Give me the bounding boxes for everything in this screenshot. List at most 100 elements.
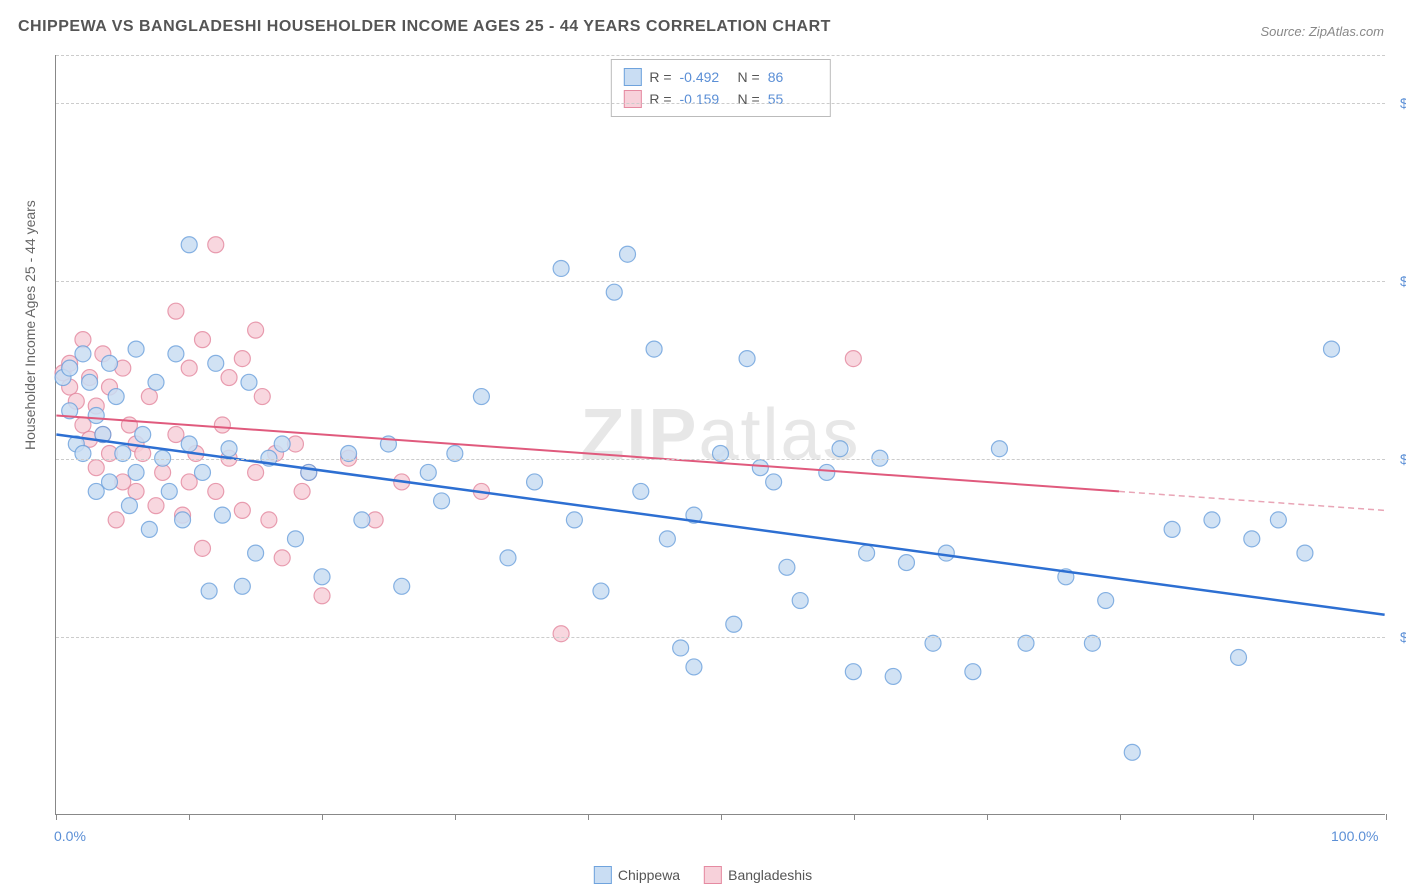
legend-item-bangladeshi: Bangladeshis	[704, 866, 812, 884]
data-point-bangladeshis	[234, 502, 250, 518]
data-point-bangladeshis	[234, 351, 250, 367]
data-point-bangladeshis	[845, 351, 861, 367]
data-point-bangladeshis	[108, 512, 124, 528]
legend-label-bangladeshi: Bangladeshis	[728, 867, 812, 883]
data-point-chippewa	[766, 474, 782, 490]
data-point-chippewa	[274, 436, 290, 452]
x-tick	[588, 814, 589, 820]
data-point-bangladeshis	[88, 460, 104, 476]
data-point-chippewa	[1098, 593, 1114, 609]
data-point-chippewa	[845, 664, 861, 680]
data-point-chippewa	[181, 436, 197, 452]
grid-line	[56, 281, 1385, 282]
data-point-bangladeshis	[155, 464, 171, 480]
data-point-chippewa	[82, 374, 98, 390]
data-point-chippewa	[832, 441, 848, 457]
grid-line	[56, 103, 1385, 104]
data-point-chippewa	[141, 521, 157, 537]
grid-line	[56, 637, 1385, 638]
scatter-plot-svg	[56, 55, 1385, 814]
x-tick-label: 100.0%	[1331, 828, 1378, 844]
chart-title: CHIPPEWA VS BANGLADESHI HOUSEHOLDER INCO…	[18, 18, 831, 36]
y-axis-label: Householder Income Ages 25 - 44 years	[22, 200, 38, 450]
data-point-chippewa	[779, 559, 795, 575]
data-point-chippewa	[1204, 512, 1220, 528]
data-point-chippewa	[88, 408, 104, 424]
data-point-chippewa	[991, 441, 1007, 457]
data-point-chippewa	[646, 341, 662, 357]
data-point-bangladeshis	[168, 427, 184, 443]
data-point-bangladeshis	[75, 417, 91, 433]
data-point-chippewa	[75, 346, 91, 362]
data-point-chippewa	[394, 578, 410, 594]
data-point-chippewa	[314, 569, 330, 585]
data-point-chippewa	[102, 474, 118, 490]
data-point-chippewa	[208, 355, 224, 371]
data-point-chippewa	[434, 493, 450, 509]
data-point-chippewa	[221, 441, 237, 457]
data-point-bangladeshis	[248, 322, 264, 338]
data-point-bangladeshis	[194, 332, 210, 348]
data-point-chippewa	[620, 246, 636, 262]
legend-swatch-pink-bottom	[704, 866, 722, 884]
data-point-chippewa	[1164, 521, 1180, 537]
data-point-chippewa	[500, 550, 516, 566]
data-point-chippewa	[606, 284, 622, 300]
data-point-bangladeshis	[254, 389, 270, 405]
x-tick	[987, 814, 988, 820]
data-point-bangladeshis	[181, 360, 197, 376]
data-point-bangladeshis	[128, 483, 144, 499]
x-tick	[1120, 814, 1121, 820]
data-point-chippewa	[108, 389, 124, 405]
data-point-chippewa	[553, 260, 569, 276]
data-point-bangladeshis	[75, 332, 91, 348]
data-point-chippewa	[234, 578, 250, 594]
plot-area: ZIPatlas R = -0.492 N = 86 R = -0.159 N …	[55, 55, 1385, 815]
data-point-chippewa	[102, 355, 118, 371]
y-tick-label: $150,000	[1390, 95, 1406, 111]
data-point-bangladeshis	[248, 464, 264, 480]
x-tick	[189, 814, 190, 820]
data-point-bangladeshis	[294, 483, 310, 499]
data-point-chippewa	[1124, 744, 1140, 760]
data-point-chippewa	[473, 389, 489, 405]
data-point-bangladeshis	[261, 512, 277, 528]
data-point-bangladeshis	[148, 498, 164, 514]
x-tick	[322, 814, 323, 820]
data-point-chippewa	[633, 483, 649, 499]
data-point-chippewa	[859, 545, 875, 561]
data-point-chippewa	[241, 374, 257, 390]
data-point-chippewa	[420, 464, 436, 480]
data-point-chippewa	[148, 374, 164, 390]
x-tick	[1386, 814, 1387, 820]
data-point-chippewa	[527, 474, 543, 490]
x-tick-label: 0.0%	[54, 828, 86, 844]
data-point-chippewa	[1244, 531, 1260, 547]
data-point-chippewa	[128, 341, 144, 357]
data-point-chippewa	[354, 512, 370, 528]
x-tick	[1253, 814, 1254, 820]
data-point-chippewa	[88, 483, 104, 499]
source-attribution: Source: ZipAtlas.com	[1260, 24, 1384, 39]
data-point-bangladeshis	[314, 588, 330, 604]
x-tick	[721, 814, 722, 820]
data-point-chippewa	[792, 593, 808, 609]
data-point-chippewa	[566, 512, 582, 528]
legend-label-chippewa: Chippewa	[618, 867, 680, 883]
data-point-chippewa	[659, 531, 675, 547]
data-point-chippewa	[1297, 545, 1313, 561]
series-legend: Chippewa Bangladeshis	[594, 866, 812, 884]
x-tick	[455, 814, 456, 820]
data-point-bangladeshis	[208, 483, 224, 499]
data-point-chippewa	[161, 483, 177, 499]
data-point-chippewa	[1270, 512, 1286, 528]
data-point-chippewa	[938, 545, 954, 561]
data-point-chippewa	[181, 237, 197, 253]
data-point-chippewa	[726, 616, 742, 632]
x-tick	[854, 814, 855, 820]
data-point-chippewa	[62, 360, 78, 376]
data-point-chippewa	[885, 668, 901, 684]
data-point-chippewa	[593, 583, 609, 599]
data-point-chippewa	[135, 427, 151, 443]
data-point-chippewa	[248, 545, 264, 561]
